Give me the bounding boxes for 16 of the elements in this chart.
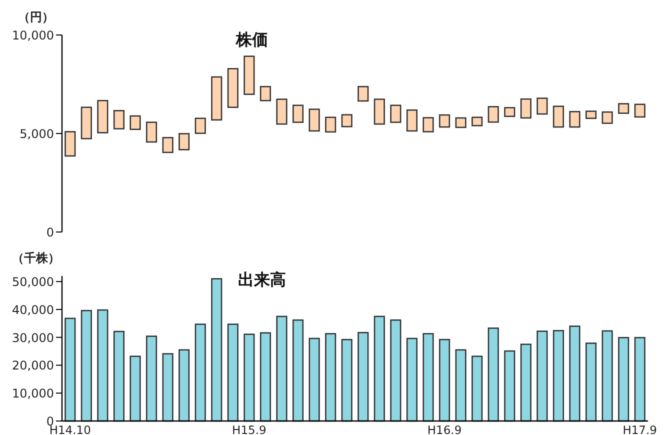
y-tick-label: 5,000 xyxy=(20,127,54,141)
chart-title: 株価 xyxy=(235,30,268,49)
y-tick-label: 0 xyxy=(46,226,54,240)
y-tick-label: 50,000 xyxy=(12,275,54,290)
y-tick-label: 20,000 xyxy=(12,358,54,373)
x-tick-label: H17.9 xyxy=(622,423,657,435)
x-tick-label: H15.9 xyxy=(232,423,266,435)
y-tick-label: 10,000 xyxy=(12,386,54,401)
y-tick-label: 40,000 xyxy=(12,302,54,317)
y-axis-title: （千株） xyxy=(12,251,60,265)
y-tick-label: 30,000 xyxy=(12,330,54,345)
y-tick-label: 0 xyxy=(46,414,54,428)
y-tick-label: 10,000 xyxy=(12,28,54,42)
x-tick-label: H16.9 xyxy=(427,423,462,435)
y-axis-title: （円） xyxy=(18,10,54,24)
chart-title: 出来高 xyxy=(238,270,286,289)
